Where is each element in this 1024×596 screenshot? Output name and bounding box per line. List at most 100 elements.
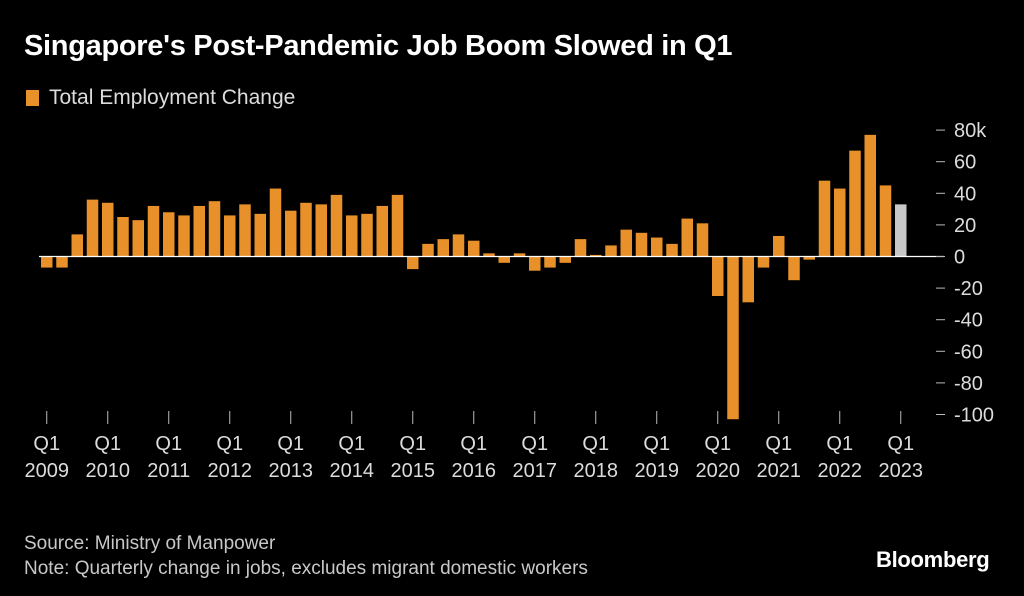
x-tick-quarter-label: Q1 — [887, 433, 914, 455]
bar — [437, 239, 449, 257]
x-tick-quarter-label: Q1 — [460, 433, 487, 455]
bar — [666, 243, 678, 257]
y-tick-label: 40 — [954, 183, 976, 205]
bar — [56, 256, 68, 268]
bar — [864, 134, 876, 257]
bar — [117, 217, 129, 257]
source-note: Source: Ministry of Manpower — [24, 533, 276, 554]
x-tick-quarter-label: Q1 — [521, 433, 548, 455]
bar — [239, 204, 251, 257]
x-tick-quarter-label: Q1 — [643, 433, 670, 455]
x-tick-year-label: 2010 — [86, 460, 131, 482]
x-tick-quarter-label: Q1 — [826, 433, 853, 455]
bar — [590, 254, 602, 257]
bar — [102, 202, 114, 257]
bar — [620, 229, 632, 257]
bar — [574, 239, 587, 257]
legend: Total Employment Change — [26, 86, 295, 110]
y-axis: 80k 60 40 20 0 -20 -40 -60 -80 -100 — [936, 120, 994, 427]
bar — [803, 256, 815, 260]
x-tick-year-label: 2019 — [635, 460, 680, 482]
x-tick-year-label: 2018 — [574, 460, 619, 482]
bar — [788, 256, 800, 281]
bar — [468, 240, 480, 257]
bloomberg-logo: Bloomberg — [876, 547, 990, 572]
x-tick-year-label: 2016 — [452, 460, 497, 482]
bar — [849, 150, 861, 257]
x-tick-year-label: 2013 — [269, 460, 314, 482]
legend-label: Total Employment Change — [49, 86, 296, 109]
bar — [147, 205, 160, 257]
bar — [71, 234, 83, 257]
bar — [452, 234, 465, 257]
bar — [559, 256, 571, 263]
bar — [361, 213, 373, 257]
y-tick-label: -20 — [954, 278, 983, 300]
bar — [818, 180, 831, 257]
bar — [346, 215, 358, 257]
bar — [422, 243, 434, 257]
bar — [41, 256, 53, 268]
x-axis: Q1 2009 Q1 2010 Q1 2011 Q1 2012 Q1 2013 Q1 2014 Q1 20… — [25, 411, 924, 482]
x-tick-year-label: 2023 — [879, 460, 924, 482]
bar — [696, 223, 709, 257]
bar — [529, 256, 541, 271]
bar — [681, 218, 693, 257]
bar — [193, 205, 205, 257]
bar — [773, 235, 785, 257]
x-tick-quarter-label: Q1 — [765, 433, 792, 455]
bar — [757, 256, 770, 268]
y-tick-label: -100 — [954, 405, 994, 427]
y-tick-label: -60 — [954, 341, 983, 363]
bar — [727, 256, 739, 420]
x-tick-quarter-label: Q1 — [94, 433, 121, 455]
bar — [269, 188, 282, 257]
bar — [163, 212, 175, 257]
bar — [86, 199, 99, 257]
footer: Source: Ministry of Manpower Note: Quart… — [24, 531, 588, 581]
bar — [605, 245, 617, 257]
x-tick-quarter-label: Q1 — [582, 433, 609, 455]
y-tick-label: 80k — [954, 120, 987, 142]
x-tick-year-label: 2020 — [696, 460, 741, 482]
y-tick-label: 20 — [954, 215, 976, 237]
bar — [498, 256, 510, 263]
bar — [132, 220, 144, 257]
bar — [391, 194, 404, 257]
y-tick-label: 0 — [954, 247, 965, 269]
methodology-note: Note: Quarterly change in jobs, excludes… — [24, 558, 588, 579]
y-tick-label: 60 — [954, 152, 976, 174]
x-tick-year-label: 2011 — [147, 460, 190, 482]
bar — [834, 188, 846, 257]
legend-swatch — [26, 90, 39, 106]
x-tick-quarter-label: Q1 — [399, 433, 426, 455]
x-tick-year-label: 2014 — [330, 460, 375, 482]
x-tick-year-label: 2015 — [391, 460, 436, 482]
y-tick-label: -40 — [954, 310, 983, 332]
x-tick-year-label: 2022 — [818, 460, 863, 482]
bar — [742, 256, 754, 303]
bars — [41, 134, 907, 420]
x-tick-quarter-label: Q1 — [33, 433, 60, 455]
bar — [178, 215, 190, 257]
bar — [635, 232, 648, 257]
bar — [224, 215, 236, 257]
x-tick-year-label: 2017 — [513, 460, 558, 482]
x-tick-quarter-label: Q1 — [704, 433, 731, 455]
x-tick-year-label: 2009 — [25, 460, 70, 482]
x-tick-quarter-label: Q1 — [338, 433, 365, 455]
bar — [544, 256, 556, 268]
bar — [879, 185, 892, 257]
x-tick-quarter-label: Q1 — [216, 433, 243, 455]
bar — [712, 256, 724, 296]
bar — [330, 194, 343, 257]
y-tick-label: -80 — [954, 373, 983, 395]
bar — [513, 253, 526, 257]
bar — [895, 204, 907, 257]
x-tick-quarter-label: Q1 — [277, 433, 304, 455]
x-tick-year-label: 2021 — [757, 460, 802, 482]
bar — [407, 256, 419, 270]
bar — [651, 237, 663, 257]
chart-title: Singapore's Post-Pandemic Job Boom Slowe… — [24, 30, 733, 62]
